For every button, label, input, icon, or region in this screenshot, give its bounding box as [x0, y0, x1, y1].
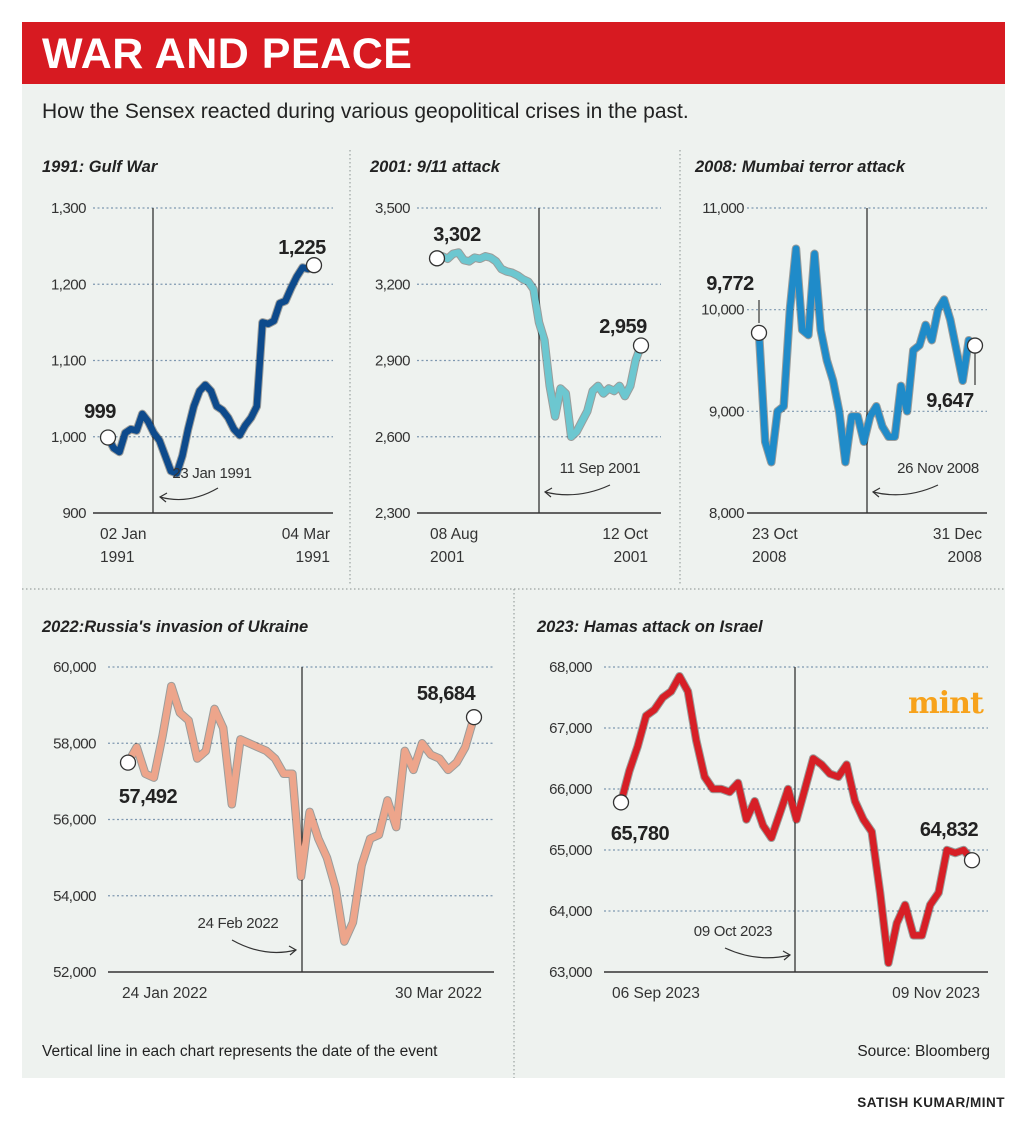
event-date-label: 09 Oct 2023 [694, 923, 772, 940]
x-tick-label: 12 Oct [602, 526, 648, 543]
y-tick-label: 11,000 [702, 200, 744, 217]
x-tick-label: 02 Jan [100, 526, 147, 543]
start-marker [612, 794, 630, 811]
x-tick-label: 08 Aug [430, 526, 478, 543]
x-tick-label: 2001 [614, 549, 648, 566]
y-tick-label: 52,000 [53, 964, 96, 981]
end-marker [963, 852, 981, 869]
start-value-label: 999 [84, 401, 116, 423]
x-tick-label: 2008 [752, 549, 786, 566]
credit: SATISH KUMAR/MINT [857, 1095, 1005, 1110]
y-tick-label: 9,000 [709, 403, 744, 420]
y-tick-label: 2,300 [375, 505, 410, 522]
arrow-head-icon [288, 945, 298, 956]
arrow-head-icon [782, 950, 792, 961]
y-tick-label: 64,000 [549, 903, 592, 920]
event-arrow [872, 484, 939, 496]
end-marker [966, 337, 984, 354]
start-value-label: 9,772 [706, 273, 754, 295]
start-value-label: 57,492 [119, 786, 178, 808]
title-banner: WAR AND PEACE [22, 22, 1005, 84]
series-line [124, 682, 478, 945]
arrow-head-icon [158, 492, 168, 503]
y-tick-label: 2,900 [375, 353, 410, 370]
chart-panel [22, 84, 1005, 1078]
y-tick-label: 3,500 [375, 200, 410, 217]
mint-logo: mint [908, 686, 984, 721]
chart-title-gulf-war: 1991: Gulf War [42, 158, 158, 176]
event-arrow [159, 487, 219, 501]
subtitle: How the Sensex reacted during various ge… [42, 100, 689, 123]
chart-title-911: 2001: 9/11 attack [370, 158, 500, 176]
y-tick-label: 56,000 [53, 812, 96, 829]
start-marker [119, 754, 137, 771]
start-value-label: 3,302 [433, 224, 481, 246]
x-tick-label: 24 Jan 2022 [122, 985, 207, 1002]
y-tick-label: 3,200 [375, 276, 410, 293]
y-tick-label: 66,000 [549, 781, 592, 798]
series-line [755, 245, 979, 466]
end-value-label: 1,225 [278, 237, 326, 259]
x-tick-label: 04 Mar [282, 526, 330, 543]
y-tick-label: 68,000 [549, 659, 592, 676]
x-tick-label: 23 Oct [752, 526, 798, 543]
x-tick-label: 31 Dec [933, 526, 982, 543]
start-marker [99, 429, 117, 446]
event-date-label: 24 Feb 2022 [198, 915, 279, 932]
start-value-label: 65,780 [611, 823, 670, 845]
event-date-label: 11 Sep 2001 [560, 460, 641, 477]
event-arrow [231, 939, 297, 954]
y-tick-label: 8,000 [709, 505, 744, 522]
end-value-label: 64,832 [920, 819, 979, 841]
end-marker [305, 257, 323, 274]
chart-title-mumbai: 2008: Mumbai terror attack [695, 158, 905, 176]
y-tick-label: 63,000 [549, 964, 592, 981]
y-tick-label: 60,000 [53, 659, 96, 676]
y-tick-label: 58,000 [53, 735, 96, 752]
x-tick-label: 1991 [296, 549, 330, 566]
y-tick-label: 67,000 [549, 720, 592, 737]
chart-title-israel: 2023: Hamas attack on Israel [537, 618, 763, 636]
event-arrow [724, 947, 791, 959]
source-note: Source: Bloomberg [857, 1043, 990, 1060]
end-marker [465, 709, 483, 726]
event-date-label: 26 Nov 2008 [897, 460, 979, 477]
page-title: WAR AND PEACE [42, 30, 413, 78]
y-tick-label: 1,100 [51, 353, 86, 370]
event-arrow [544, 484, 611, 496]
end-value-label: 9,647 [926, 390, 974, 412]
event-date-label: 23 Jan 1991 [172, 465, 251, 482]
y-tick-label: 10,000 [701, 302, 744, 319]
x-tick-label: 2001 [430, 549, 464, 566]
x-tick-label: 06 Sep 2023 [612, 985, 700, 1002]
y-tick-label: 2,600 [375, 429, 410, 446]
footer-note: Vertical line in each chart represents t… [42, 1043, 438, 1060]
chart-title-ukraine: 2022:Russia's invasion of Ukraine [42, 618, 309, 636]
x-tick-label: 2008 [948, 549, 982, 566]
series-line-outline [103, 260, 319, 478]
arrow-head-icon [543, 487, 553, 498]
arrow-head-icon [871, 487, 881, 498]
x-tick-label: 30 Mar 2022 [395, 985, 482, 1002]
y-tick-label: 1,300 [51, 200, 86, 217]
y-tick-label: 1,000 [51, 429, 86, 446]
end-marker [632, 337, 650, 354]
y-tick-label: 65,000 [549, 842, 592, 859]
y-tick-label: 900 [62, 505, 86, 522]
series-line-outline [123, 681, 479, 946]
y-tick-label: 54,000 [53, 888, 96, 905]
end-value-label: 58,684 [417, 683, 477, 705]
y-tick-label: 1,200 [51, 276, 86, 293]
end-value-label: 2,959 [599, 316, 647, 338]
start-marker [750, 324, 768, 341]
x-tick-label: 09 Nov 2023 [892, 985, 980, 1002]
x-tick-label: 1991 [100, 549, 134, 566]
start-marker [428, 250, 446, 267]
